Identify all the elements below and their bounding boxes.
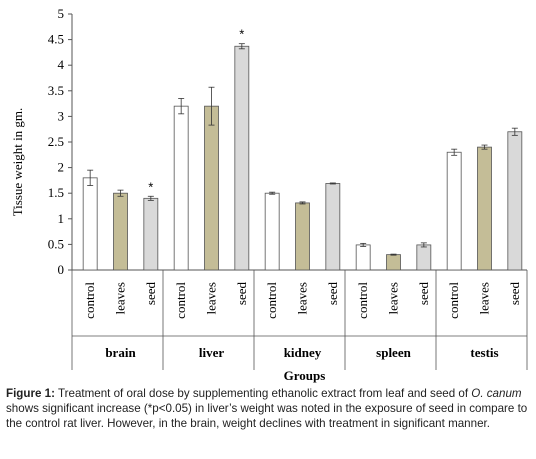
y-axis-title: Tissue weight in gm. [10, 108, 25, 217]
bar [507, 131, 523, 271]
bar [234, 45, 250, 271]
y-tick-label: 0.5 [48, 236, 64, 251]
category-label: leaves [477, 282, 492, 314]
y-tick-label: 2.5 [48, 134, 64, 149]
caption-label: Figure 1: [6, 387, 55, 400]
y-tick-label: 3.5 [48, 83, 64, 98]
category-label: seed [325, 282, 340, 306]
significance-star: * [239, 27, 244, 42]
y-tick-label: 1 [58, 211, 65, 226]
y-tick-label: 3 [58, 108, 65, 123]
category-label: seed [143, 282, 158, 306]
category-label: control [355, 282, 370, 319]
y-tick-label: 1.5 [48, 185, 64, 200]
x-axis-title: Groups [284, 368, 326, 383]
group-label: kidney [284, 345, 322, 360]
caption-text-1: Treatment of oral dose by supplementing … [54, 387, 472, 400]
bar [173, 105, 189, 271]
y-tick-label: 0 [58, 262, 65, 277]
group-label: spleen [376, 345, 411, 360]
bar [143, 197, 159, 271]
bar [295, 202, 310, 271]
bar [355, 244, 371, 271]
category-label: control [264, 282, 279, 319]
bar [204, 105, 219, 271]
bar [386, 254, 401, 271]
category-label: leaves [386, 282, 401, 314]
bar [82, 177, 98, 271]
group-label: brain [105, 345, 136, 360]
bar [264, 192, 280, 271]
bar-chart: 0 0.5 1 1.5 2 2.5 3 3.5 4 4.5 5 Tissue weight in gm… [10, 6, 528, 383]
y-tick-label: 5 [58, 6, 65, 21]
category-label: control [82, 282, 97, 319]
bar [477, 146, 492, 271]
category-label: seed [507, 282, 522, 306]
significance-star: * [148, 179, 153, 194]
category-label: seed [416, 282, 431, 306]
category-label: leaves [113, 282, 128, 314]
category-label: seed [234, 282, 249, 306]
category-label: control [173, 282, 188, 319]
group-label: liver [199, 345, 224, 360]
figure: 0 0.5 1 1.5 2 2.5 3 3.5 4 4.5 5 Tissue weight in gm… [10, 6, 528, 383]
figure-caption: Figure 1: Treatment of oral dose by supp… [6, 386, 532, 431]
y-tick-label: 4 [58, 57, 65, 72]
group-label: testis [470, 345, 498, 360]
bar [416, 244, 432, 271]
y-tick-label: 4.5 [48, 32, 64, 47]
bar [446, 151, 462, 271]
category-label: control [446, 282, 461, 319]
bar [325, 183, 341, 271]
bar [113, 192, 128, 271]
category-label: leaves [295, 282, 310, 314]
caption-species: O. canum [471, 387, 522, 400]
y-tick-label: 2 [58, 160, 65, 175]
category-label: leaves [204, 282, 219, 314]
caption-text-2: shows significant increase (*p<0.05) in … [6, 402, 528, 430]
